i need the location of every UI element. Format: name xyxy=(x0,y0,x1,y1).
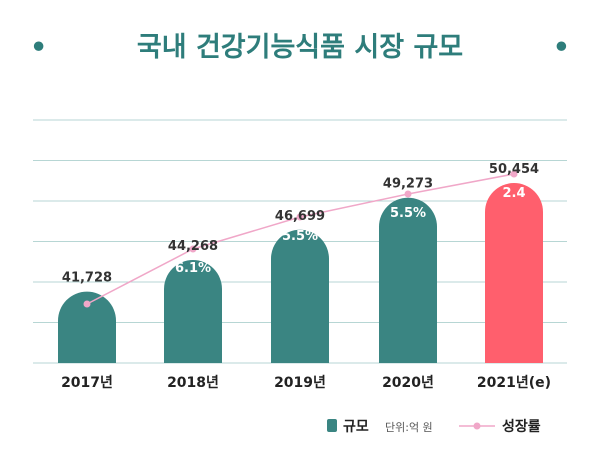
value-label-2021년(e): 50,454 xyxy=(489,162,539,177)
category-labels: 2017년 2018년 2019년 2020년 2021년(e) xyxy=(61,375,551,391)
legend: 규모 단위:억 원 성장률 xyxy=(327,418,541,435)
growth-point-2017년 xyxy=(83,300,91,308)
category-label-2021년(e): 2021년(e) xyxy=(477,375,551,391)
legend-line-label: 성장률 xyxy=(502,418,541,435)
value-label-2017년: 41,728 xyxy=(62,271,112,286)
value-label-2018년: 44,268 xyxy=(168,239,218,254)
chart-title-group: • 국내 건강기능식품 시장 규모 • xyxy=(30,32,570,63)
title-bullet-left: • xyxy=(30,32,47,63)
growth-label-2019년: 5.5% xyxy=(282,229,318,244)
legend-line-marker xyxy=(473,422,481,430)
bar-2021년(e) xyxy=(485,183,543,363)
bar-2018년 xyxy=(164,260,222,363)
bar-2019년 xyxy=(271,229,329,363)
value-label-2019년: 46,699 xyxy=(275,209,325,224)
growth-label-2018년: 6.1% xyxy=(175,261,211,276)
value-label-2020년: 49,273 xyxy=(383,177,433,192)
growth-line xyxy=(83,170,518,308)
legend-bar-swatch xyxy=(327,419,337,432)
bar-2017년 xyxy=(58,291,116,363)
category-label-2020년: 2020년 xyxy=(382,375,434,391)
category-label-2018년: 2018년 xyxy=(167,375,219,391)
bar-2020년 xyxy=(379,197,437,363)
growth-point-2020년 xyxy=(404,190,412,198)
title-bullet-right: • xyxy=(553,32,570,63)
growth-label-2020년: 5.5% xyxy=(390,206,426,221)
growth-label-2021년(e): 2.4 xyxy=(502,186,525,201)
category-label-2019년: 2019년 xyxy=(274,375,326,391)
growth-point-2018년 xyxy=(189,245,197,253)
growth-point-2021년(e) xyxy=(510,170,518,178)
legend-bar-label: 규모 xyxy=(343,419,369,435)
bars xyxy=(58,183,543,363)
category-label-2017년: 2017년 xyxy=(61,375,113,391)
chart-title: 국내 건강기능식품 시장 규모 xyxy=(137,32,463,63)
data-labels: 41,728 44,268 46,699 49,273 50,454 6.1% 5.5% 5.… xyxy=(62,162,539,286)
legend-unit: 단위:억 원 xyxy=(385,421,433,434)
growth-point-2019년 xyxy=(296,213,304,221)
